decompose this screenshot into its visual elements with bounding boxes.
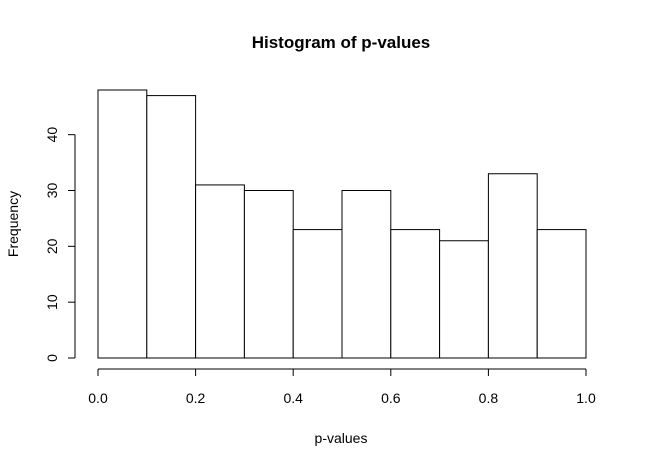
x-tick-label-5: 1.0 <box>576 390 596 406</box>
y-tick-label-1: 10 <box>44 294 60 310</box>
histogram-bar-3 <box>243 190 294 359</box>
histogram-bar-8 <box>487 173 538 359</box>
y-axis-label: Frequency <box>5 191 21 257</box>
x-axis-label: p-values <box>315 430 368 446</box>
x-tick-label-2: 0.4 <box>283 390 303 406</box>
y-tick-label-2: 20 <box>44 238 60 254</box>
histogram-bar-0 <box>97 89 148 359</box>
histogram-bar-9 <box>536 229 587 359</box>
chart-title: Histogram of p-values <box>252 33 431 52</box>
histogram-bar-4 <box>292 229 343 359</box>
y-axis: 0 10 20 30 40 <box>44 127 76 362</box>
x-tick-label-1: 0.2 <box>186 390 206 406</box>
x-tick-label-4: 0.8 <box>479 390 499 406</box>
x-tick-label-0: 0.0 <box>88 390 108 406</box>
histogram-bar-2 <box>195 184 245 359</box>
y-tick-label-3: 30 <box>44 183 60 199</box>
histogram-bar-7 <box>439 240 489 359</box>
x-axis: 0.0 0.2 0.4 0.6 0.8 1.0 <box>88 368 596 406</box>
bars-group <box>97 89 587 359</box>
histogram-bar-6 <box>390 229 441 359</box>
y-tick-label-0: 0 <box>44 354 60 362</box>
histogram-bar-1 <box>146 95 197 359</box>
histogram-bar-5 <box>341 190 392 359</box>
x-tick-label-3: 0.6 <box>381 390 401 406</box>
y-tick-label-4: 40 <box>44 127 60 143</box>
